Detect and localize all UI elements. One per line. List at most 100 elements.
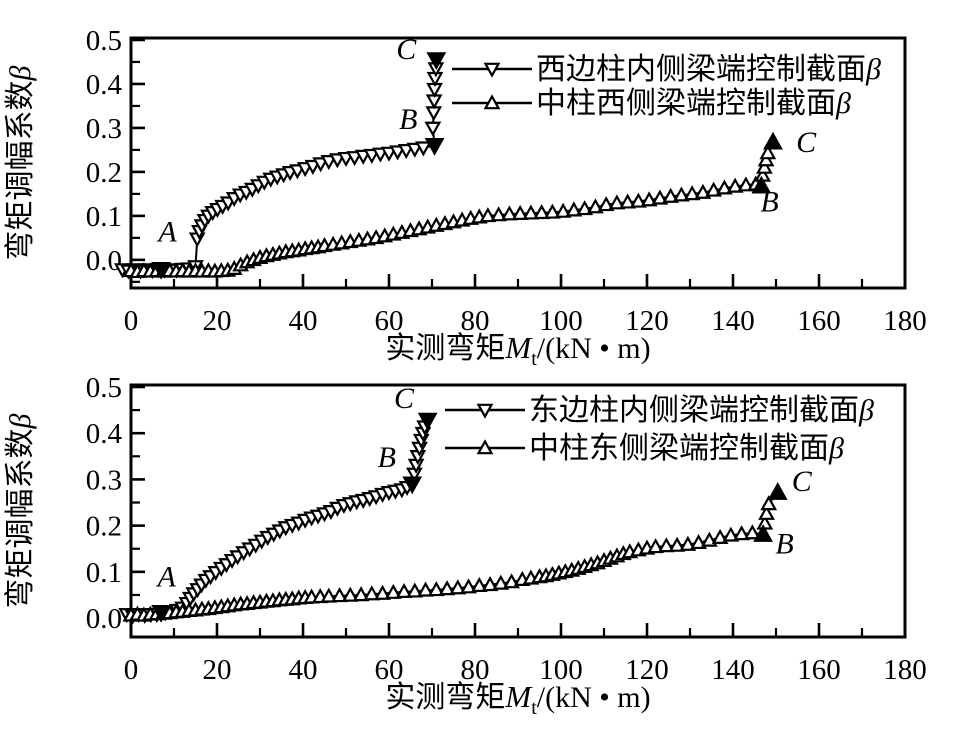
y-tick-label: 0.2 <box>86 157 122 189</box>
x-tick-label: 20 <box>203 654 232 686</box>
triangle-up-marker <box>417 581 434 597</box>
x-tick-label: 0 <box>124 654 139 686</box>
chart-east-beam-beta: 0 20 40 60 80 100 120 140 160 180 0.0 0.1 0.2 0.3 0.4 0… <box>4 372 927 719</box>
x-tick-label: 100 <box>539 305 583 337</box>
legend-label: 东边柱内侧梁端控制截面β <box>529 394 874 427</box>
triangle-up-marker <box>597 196 615 212</box>
triangle-up-marker <box>705 181 723 197</box>
triangle-up-marker <box>406 582 424 598</box>
triangle-up-marker <box>320 587 338 603</box>
triangle-up-marker <box>759 144 777 160</box>
x-axis-title: 实测弯矩Mt/(kN • m) <box>385 330 650 370</box>
triangle-up-marker <box>511 204 529 220</box>
triangle-up-marker <box>544 203 561 219</box>
filled-triangle-down-marker <box>402 476 423 495</box>
point-label-C: C <box>792 465 813 498</box>
filled-triangle-up-marker <box>753 524 773 542</box>
filled-triangle-down-marker <box>424 138 445 156</box>
triangle-down-marker <box>415 141 432 157</box>
x-tick-label: 80 <box>461 654 490 686</box>
filled-triangle-up-marker <box>751 175 772 194</box>
triangle-up-marker <box>647 538 664 554</box>
y-axis-title: 弯矩调幅系数β <box>4 413 37 608</box>
x-tick-label: 0 <box>124 305 139 337</box>
triangle-up-marker <box>460 578 477 594</box>
triangle-up-marker <box>476 439 494 455</box>
y-tick-label: 0.5 <box>86 25 122 57</box>
triangle-up-marker <box>341 586 359 602</box>
triangle-up-marker <box>657 537 675 553</box>
y-tick-label: 0.1 <box>86 557 122 589</box>
triangle-up-marker <box>651 189 669 205</box>
triangle-up-marker <box>662 187 680 203</box>
y-tick-label: 0.4 <box>86 69 123 101</box>
triangle-up-marker <box>492 574 510 590</box>
triangle-up-marker <box>694 183 712 199</box>
chart-west-beam-beta: 0 20 40 60 80 100 120 140 160 180 0.0 0.1 0.2 0.3 0.4 0… <box>4 25 927 370</box>
triangle-up-marker <box>619 193 637 209</box>
triangle-down-marker <box>320 155 338 171</box>
plot-border <box>129 383 907 639</box>
point-label-A: A <box>156 561 177 594</box>
x-tick-label: 100 <box>539 654 583 686</box>
triangle-up-marker <box>554 202 572 218</box>
point-label-C: C <box>396 33 417 66</box>
y-tick-label: 0.0 <box>86 603 122 635</box>
legend-label: 西边柱内侧梁端控制截面β <box>536 53 881 86</box>
triangle-up-marker <box>737 176 755 192</box>
point-label-A: A <box>156 215 177 248</box>
x-tick-label: 140 <box>711 654 755 686</box>
triangle-up-marker <box>374 584 391 600</box>
triangle-up-marker <box>438 580 456 596</box>
x-tick-label: 160 <box>797 654 841 686</box>
triangle-up-marker <box>608 194 626 210</box>
legend-label: 中柱西侧梁端控制截面β <box>536 87 851 120</box>
plot-border <box>129 36 907 290</box>
y-axis-title: 弯矩调幅系数β <box>4 65 37 260</box>
filled-triangle-down-marker <box>151 262 171 280</box>
point-label-C: C <box>394 382 415 415</box>
x-tick-label: 80 <box>461 305 490 337</box>
point-label-C: C <box>796 126 817 159</box>
triangle-up-marker <box>587 198 604 214</box>
filled-triangle-down-marker <box>426 52 447 71</box>
triangle-up-marker <box>352 586 370 602</box>
filled-triangle-up-marker <box>767 482 788 500</box>
y-tick-label: 0.3 <box>86 113 122 145</box>
triangle-up-marker <box>481 576 499 592</box>
series-line-1 <box>130 491 779 617</box>
point-label-B: B <box>399 103 417 136</box>
x-tick-label: 60 <box>375 654 404 686</box>
x-tick-label: 60 <box>375 305 404 337</box>
filled-triangle-down-marker <box>417 412 438 431</box>
triangle-up-marker <box>673 186 690 202</box>
point-label-B: B <box>378 441 396 474</box>
y-tick-label: 0.2 <box>86 511 122 543</box>
point-label-B: B <box>760 185 778 218</box>
triangle-up-marker <box>501 205 518 221</box>
triangle-up-marker <box>384 583 402 599</box>
x-tick-label: 160 <box>797 305 841 337</box>
x-tick-label: 180 <box>883 305 927 337</box>
legend-label: 中柱东侧梁端控制截面β <box>529 432 844 465</box>
x-tick-label: 120 <box>625 305 669 337</box>
triangle-up-marker <box>363 585 381 601</box>
triangle-up-marker <box>630 192 647 208</box>
x-tick-label: 40 <box>289 305 318 337</box>
triangle-up-marker <box>479 207 497 223</box>
triangle-up-marker <box>427 581 445 597</box>
triangle-up-marker <box>565 201 583 217</box>
triangle-up-marker <box>743 524 761 540</box>
triangle-up-marker <box>668 536 686 552</box>
triangle-up-marker <box>733 525 750 541</box>
triangle-up-marker <box>395 582 413 599</box>
triangle-up-marker <box>470 576 488 593</box>
x-tick-label: 140 <box>711 305 755 337</box>
triangle-up-marker <box>449 579 467 595</box>
triangle-up-marker <box>726 177 744 193</box>
filled-triangle-up-marker <box>763 131 783 150</box>
triangle-up-marker <box>331 587 348 603</box>
triangle-up-marker <box>640 191 658 207</box>
triangle-up-marker <box>756 158 773 174</box>
triangle-up-marker <box>503 573 520 589</box>
